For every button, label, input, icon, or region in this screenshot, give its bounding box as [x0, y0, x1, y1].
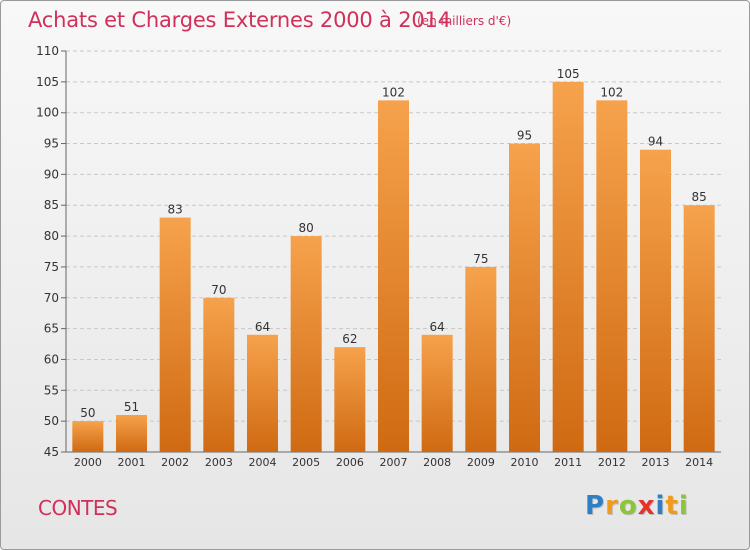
commune-name: CONTES	[38, 496, 118, 520]
bar	[334, 347, 366, 452]
bar-value-label: 105	[557, 67, 580, 81]
label-layer: 50 51 83 70 64 80 62 102 64 75 95 105 102 94 85	[80, 67, 707, 420]
bar	[596, 100, 628, 452]
bar-value-label: 64	[255, 320, 270, 334]
y-tick-label: 70	[44, 291, 59, 305]
bar	[203, 297, 235, 452]
y-tick-label: 110	[36, 44, 59, 58]
bar	[683, 205, 715, 452]
logo-letter: t	[665, 491, 679, 521]
y-tick-label: 90	[44, 167, 59, 181]
proxiti-logo: Proxiti	[585, 491, 689, 521]
y-tick-label: 50	[44, 414, 59, 428]
bar	[378, 100, 409, 452]
bar-value-label: 75	[473, 252, 488, 266]
x-tick-label: 2002	[161, 456, 189, 469]
bar-value-label: 50	[80, 406, 95, 420]
y-tick-label: 65	[44, 322, 59, 336]
bar	[72, 421, 104, 452]
y-tick-label: 95	[44, 137, 59, 151]
y-tick-label: 55	[44, 383, 59, 397]
x-tick-label: 2000	[74, 456, 102, 469]
bar-value-label: 64	[430, 320, 445, 334]
bar-value-label: 80	[299, 221, 314, 235]
bar-value-label: 102	[382, 85, 405, 99]
y-tick-label: 80	[44, 229, 59, 243]
bar-value-label: 95	[517, 129, 532, 143]
x-tick-label: 2014	[685, 456, 713, 469]
bar	[290, 236, 322, 452]
logo-letter: r	[605, 491, 619, 521]
bar-value-label: 70	[211, 283, 226, 297]
x-tick-label: 2001	[118, 456, 146, 469]
y-tick-label: 60	[44, 352, 59, 366]
chart-subtitle: (en milliers d'€)	[417, 14, 512, 28]
bar	[116, 414, 147, 452]
x-tick-label: 2008	[423, 456, 451, 469]
bar	[159, 217, 191, 452]
y-tick-label: 75	[44, 260, 59, 274]
bar-value-label: 85	[692, 190, 707, 204]
axis-layer: 45 50 55 60 65 70 75 80 85 90 95 100 105 110 2000 2001 2…	[36, 44, 721, 469]
x-tick-label: 2007	[380, 456, 408, 469]
x-tick-label: 2005	[292, 456, 320, 469]
x-tick-label: 2012	[598, 456, 626, 469]
bar-value-label: 83	[168, 203, 183, 217]
bar	[421, 334, 453, 452]
x-tick-label: 2006	[336, 456, 364, 469]
logo-letter: x	[637, 491, 656, 521]
x-tick-label: 2010	[511, 456, 539, 469]
y-tick-label: 105	[36, 75, 59, 89]
y-tick-label: 85	[44, 198, 59, 212]
bar-value-label: 62	[342, 332, 357, 346]
bar	[640, 149, 671, 452]
x-tick-label: 2013	[642, 456, 670, 469]
bar-value-label: 51	[124, 400, 139, 414]
logo-letter: P	[585, 491, 606, 521]
bar	[247, 334, 278, 452]
logo-letter: o	[618, 491, 638, 521]
y-tick-label: 100	[36, 106, 59, 120]
bar	[465, 266, 497, 452]
bar-layer	[72, 81, 715, 453]
bar-value-label: 94	[648, 135, 663, 149]
bar-value-label: 102	[600, 85, 623, 99]
logo-letter: i	[678, 491, 689, 521]
x-tick-label: 2004	[249, 456, 277, 469]
x-tick-label: 2011	[554, 456, 582, 469]
bar	[509, 143, 540, 453]
logo-letter: i	[655, 491, 666, 521]
y-tick-label: 45	[44, 445, 59, 459]
x-tick-label: 2003	[205, 456, 233, 469]
chart-title: Achats et Charges Externes 2000 à 2014	[28, 8, 451, 32]
x-tick-label: 2009	[467, 456, 495, 469]
bar	[552, 81, 584, 452]
